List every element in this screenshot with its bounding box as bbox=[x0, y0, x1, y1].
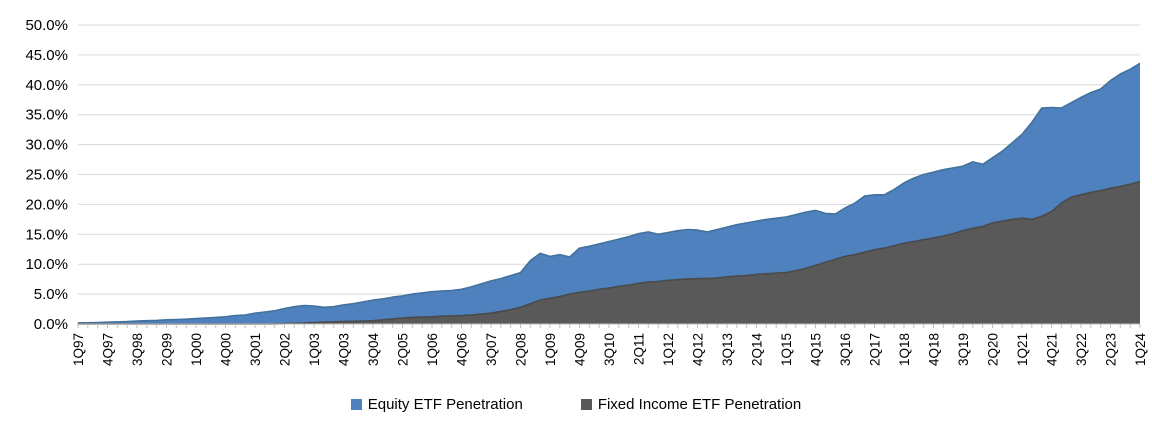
x-axis-ticks bbox=[77, 324, 1141, 328]
y-tick-label: 40.0% bbox=[25, 77, 68, 94]
x-tick-label: 1Q06 bbox=[425, 333, 440, 366]
x-tick-label: 3Q98 bbox=[130, 333, 145, 366]
legend-item-fixed-income: Fixed Income ETF Penetration bbox=[580, 396, 802, 413]
y-axis-labels: 0.0% 5.0% 10.0% 15.0% 20.0% 25.0% 30.0% 35.0% 40… bbox=[25, 17, 68, 333]
y-tick-label: 45.0% bbox=[25, 47, 68, 64]
x-tick-label: 4Q09 bbox=[573, 333, 588, 366]
x-axis-labels: 1Q97 4Q97 3Q98 2Q99 1Q00 4Q00 3Q01 2Q02 1Q03 4Q03… bbox=[71, 333, 1148, 367]
x-tick-label: 3Q07 bbox=[484, 333, 499, 366]
x-tick-label: 1Q12 bbox=[661, 333, 676, 366]
x-tick-label: 4Q03 bbox=[337, 333, 352, 366]
x-tick-label: 2Q02 bbox=[278, 333, 293, 366]
x-tick-label: 1Q15 bbox=[779, 333, 794, 366]
x-tick-label: 3Q04 bbox=[366, 333, 381, 367]
x-tick-label: 1Q03 bbox=[307, 333, 322, 366]
x-tick-label: 3Q22 bbox=[1074, 333, 1089, 366]
x-tick-label: 2Q20 bbox=[986, 333, 1001, 366]
y-gridlines bbox=[78, 24, 1140, 295]
x-tick-label: 2Q14 bbox=[750, 333, 765, 367]
x-tick-label: 2Q17 bbox=[868, 333, 883, 366]
legend-swatch-equity-icon bbox=[350, 399, 362, 410]
x-tick-label: 1Q09 bbox=[543, 333, 558, 366]
y-tick-label: 5.0% bbox=[34, 286, 68, 303]
y-tick-label: 0.0% bbox=[34, 316, 68, 333]
y-tick-label: 20.0% bbox=[25, 196, 68, 213]
legend-item-equity: Equity ETF Penetration bbox=[350, 396, 523, 413]
x-tick-label: 4Q21 bbox=[1045, 333, 1060, 366]
x-tick-label: 3Q01 bbox=[248, 333, 263, 366]
x-tick-label: 1Q97 bbox=[71, 333, 86, 366]
x-tick-label: 1Q18 bbox=[897, 333, 912, 366]
y-tick-label: 15.0% bbox=[25, 226, 68, 243]
equity-etf-penetration-edge bbox=[78, 62, 1141, 324]
x-tick-label: 4Q00 bbox=[219, 333, 234, 366]
x-tick-label: 2Q05 bbox=[396, 333, 411, 366]
y-tick-label: 35.0% bbox=[25, 107, 68, 124]
x-tick-label: 2Q99 bbox=[160, 333, 175, 366]
x-tick-label: 2Q11 bbox=[632, 333, 647, 365]
chart-legend: Equity ETF Penetration Fixed Income ETF … bbox=[0, 396, 1152, 413]
y-tick-label: 30.0% bbox=[25, 137, 68, 154]
y-tick-label: 10.0% bbox=[25, 256, 68, 273]
x-tick-label: 3Q16 bbox=[838, 333, 853, 366]
legend-label-equity: Equity ETF Penetration bbox=[367, 396, 523, 413]
fixed-income-etf-penetration-area bbox=[78, 181, 1140, 324]
x-tick-label: 1Q21 bbox=[1015, 333, 1030, 366]
x-tick-label: 3Q10 bbox=[602, 333, 617, 366]
y-tick-label: 25.0% bbox=[25, 167, 68, 184]
legend-label-fixed-income: Fixed Income ETF Penetration bbox=[597, 396, 802, 413]
x-tick-label: 3Q13 bbox=[720, 333, 735, 366]
x-tick-label: 3Q19 bbox=[956, 333, 971, 366]
x-tick-label: 1Q00 bbox=[189, 333, 204, 366]
x-tick-label: 4Q06 bbox=[455, 333, 470, 366]
chart-plot-area: 0.0% 5.0% 10.0% 15.0% 20.0% 25.0% 30.0% 35.0% 40… bbox=[25, 17, 1148, 367]
x-tick-label: 2Q08 bbox=[514, 333, 529, 366]
y-tick-label: 50.0% bbox=[25, 17, 68, 34]
x-tick-label: 4Q97 bbox=[101, 333, 116, 366]
x-tick-label: 4Q15 bbox=[809, 333, 824, 366]
x-tick-label: 4Q12 bbox=[691, 333, 706, 366]
legend-swatch-fixed-income-icon bbox=[580, 399, 592, 410]
x-tick-label: 4Q18 bbox=[927, 333, 942, 366]
x-tick-label: 2Q23 bbox=[1104, 333, 1119, 366]
x-tick-label: 1Q24 bbox=[1133, 333, 1148, 367]
